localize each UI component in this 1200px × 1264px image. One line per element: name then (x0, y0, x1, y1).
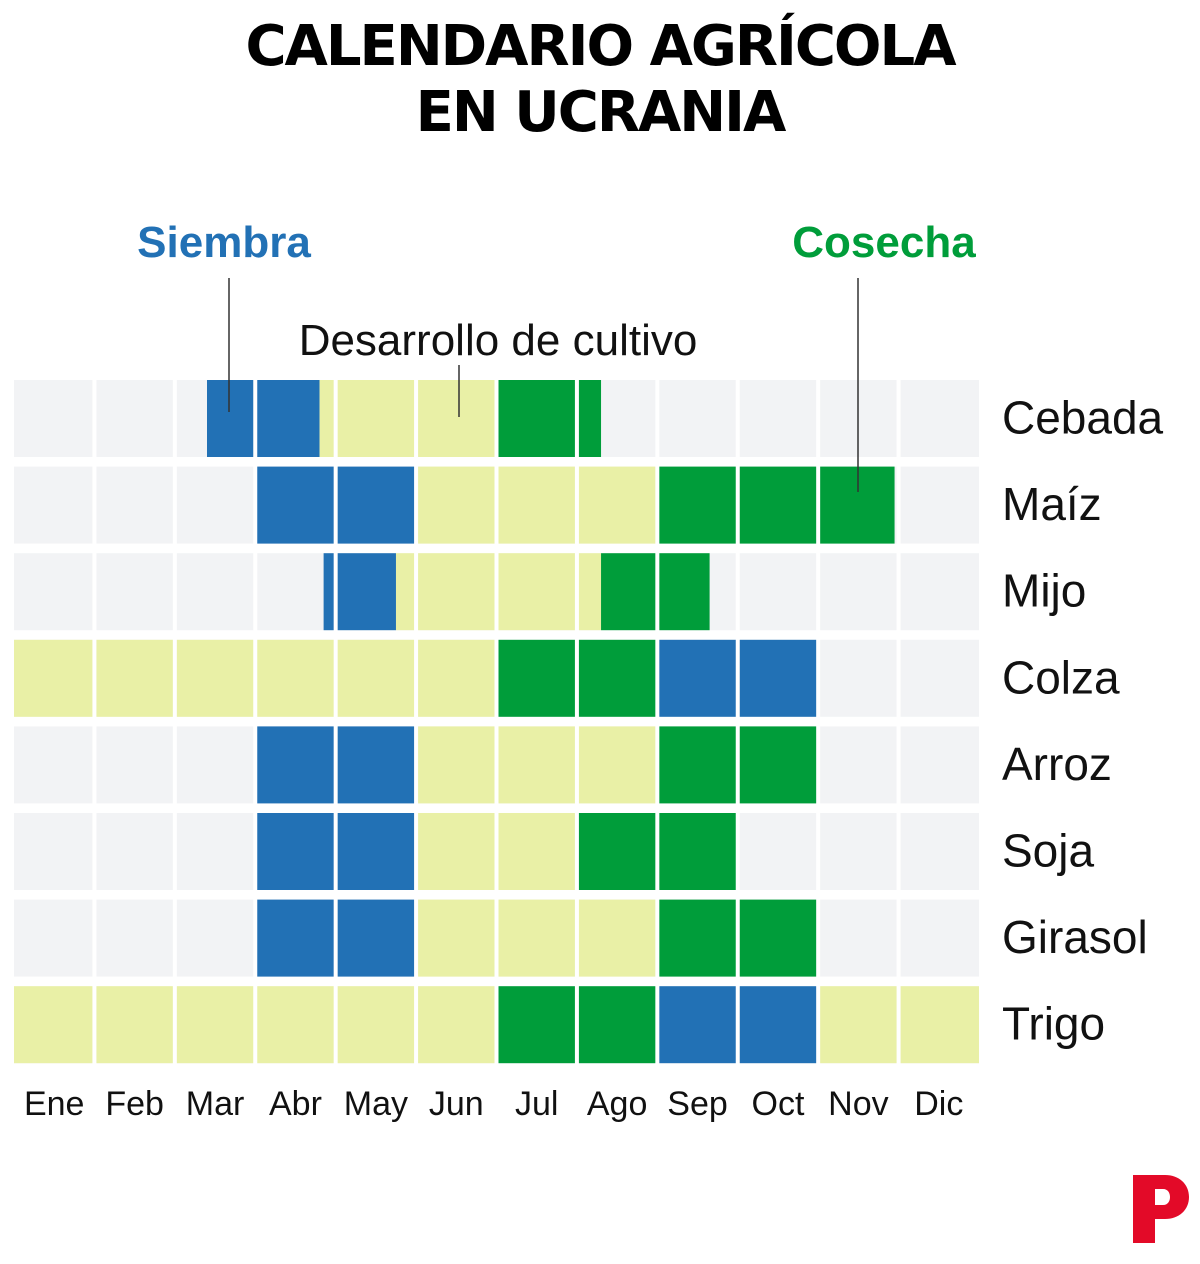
segment-maiz-harvest-2 (657, 466, 895, 544)
segment-arroz-development-1 (416, 726, 658, 804)
month-label-dic: Dic (914, 1085, 963, 1123)
crop-label-mijo: Mijo (1002, 565, 1086, 617)
legend-development-label: Desarrollo de cultivo (299, 316, 698, 365)
month-label-feb: Feb (105, 1085, 164, 1123)
crop-label-arroz: Arroz (1002, 738, 1112, 790)
month-label-ago: Ago (587, 1085, 648, 1123)
chart-title: CALENDARIO AGRÍCOLA EN UCRANIA (0, 14, 1200, 146)
month-label-ene: Ene (24, 1085, 85, 1123)
month-axis: Ene Feb Mar Abr May Jun Jul Ago Sep Oct Nov Dic (24, 1085, 963, 1123)
month-label-sep: Sep (667, 1085, 728, 1123)
title-line-2: EN UCRANIA (415, 80, 787, 145)
crop-label-maiz: Maíz (1002, 478, 1102, 530)
crop-label-soja: Soja (1002, 825, 1094, 877)
month-label-oct: Oct (752, 1085, 805, 1123)
segment-maiz-development-1 (416, 466, 658, 544)
crop-label-trigo: Trigo (1002, 998, 1105, 1050)
crop-label-cebada: Cebada (1002, 392, 1164, 444)
month-label-may: May (344, 1085, 408, 1123)
legend-harvest-label: Cosecha (792, 218, 976, 267)
segment-mijo-harvest-2 (601, 553, 710, 631)
title-line-1: CALENDARIO AGRÍCOLA (245, 14, 956, 79)
calendar-grid (14, 378, 979, 1066)
segment-cebada-development-1 (319, 380, 497, 457)
legend: Siembra Cosecha Desarrollo de cultivo (137, 218, 976, 492)
month-label-jun: Jun (429, 1085, 484, 1123)
segment-cebada-sowing-0 (207, 380, 320, 457)
segment-girasol-development-1 (416, 899, 658, 977)
crop-labels: Cebada Maíz Mijo Colza Arroz Soja Girasol Trigo (1002, 392, 1164, 1050)
month-label-nov: Nov (828, 1085, 888, 1123)
legend-sowing-label: Siembra (137, 218, 311, 267)
month-label-jul: Jul (515, 1085, 558, 1123)
publisher-logo-icon (1133, 1175, 1189, 1243)
month-label-mar: Mar (186, 1085, 245, 1123)
crop-label-colza: Colza (1002, 651, 1120, 703)
month-label-abr: Abr (269, 1085, 322, 1123)
segment-cebada-harvest-2 (496, 380, 602, 457)
segment-mijo-development-1 (395, 553, 602, 631)
crop-label-girasol: Girasol (1002, 911, 1148, 963)
